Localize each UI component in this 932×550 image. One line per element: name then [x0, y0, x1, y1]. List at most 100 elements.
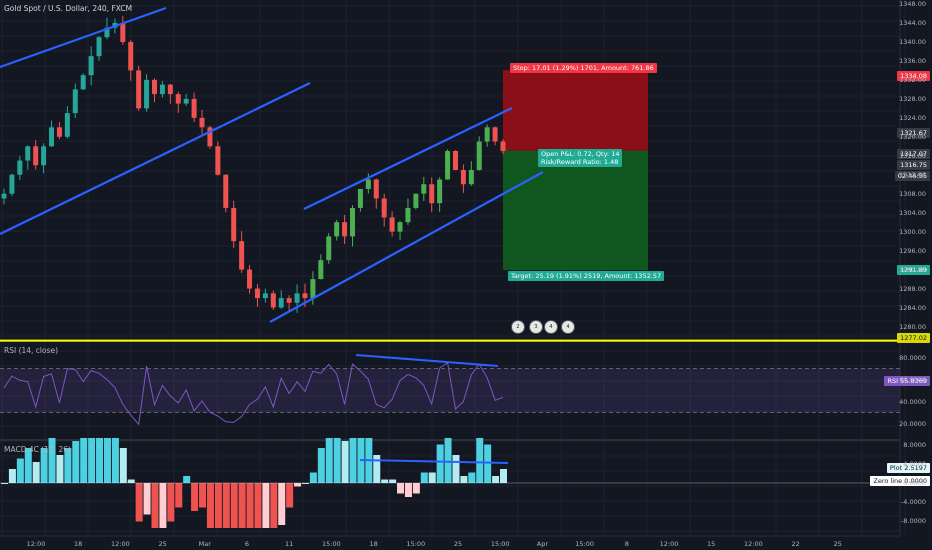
macd-bar	[183, 476, 191, 483]
rsi-axis-tick: 20.0000	[899, 419, 926, 428]
candle-body	[405, 207, 411, 223]
candle-body	[357, 188, 363, 208]
macd-bar	[8, 469, 16, 483]
candle-body	[72, 89, 78, 114]
candle-body	[302, 293, 308, 299]
macd-bar	[349, 438, 357, 483]
time-axis-tick: 25	[833, 540, 842, 548]
candle-body	[64, 113, 70, 137]
candle-body	[468, 170, 474, 185]
price-tag-level: 1277.02	[897, 333, 930, 343]
candle-body	[500, 141, 506, 152]
candle-body	[223, 174, 229, 208]
price-axis-tick: 1344.00	[899, 18, 926, 27]
candle-body	[254, 288, 260, 299]
price-axis-tick: 1300.00	[899, 227, 926, 236]
price-axis-tick: 1280.00	[899, 322, 926, 331]
event-flag-1[interactable]: 2	[511, 320, 525, 334]
rsi-axis-tick: 60.0000	[899, 375, 926, 384]
stop-label[interactable]: Stop: 17.01 (1.29%) 1701, Amount: 761.86	[510, 63, 657, 73]
price-axis-tick: 1324.00	[899, 113, 926, 122]
macd-bar	[199, 483, 207, 508]
macd-bar	[64, 448, 72, 483]
time-axis-tick: 12:00	[26, 540, 46, 548]
candle-body	[175, 94, 181, 104]
candle-body	[326, 236, 332, 261]
candle-body	[429, 184, 435, 204]
candle-body	[136, 70, 142, 109]
macd-bar	[404, 483, 412, 497]
rsi-axis-tick: 80.0000	[899, 353, 926, 362]
time-axis-tick: 25	[453, 540, 463, 548]
time-axis-tick: 18	[74, 540, 83, 548]
open-pnl-text: Open P&L: 0.72, Qty: 14	[541, 150, 620, 158]
time-axis-tick: 8	[624, 540, 629, 548]
time-axis-tick: Apr	[536, 540, 549, 548]
rsi-axis-tick: 40.0000	[899, 397, 926, 406]
macd-bar	[135, 483, 143, 522]
candle-body	[49, 127, 55, 147]
candle-body	[270, 293, 276, 308]
candle-body	[199, 117, 205, 128]
time-axis-tick: 15:00	[575, 540, 594, 548]
candle-body	[33, 146, 39, 166]
macd-bar	[500, 469, 507, 483]
macd-bar	[444, 438, 452, 483]
trend-line	[269, 171, 544, 323]
trend-line	[303, 107, 513, 210]
time-axis-tick: 15:00	[322, 540, 341, 548]
candle-body	[167, 84, 173, 95]
macd-bar	[278, 483, 286, 525]
time-axis-tick: 12:00	[744, 540, 763, 548]
macd-bar	[317, 448, 325, 483]
rsi-line	[3, 361, 504, 426]
macd-bar	[222, 483, 230, 528]
candle-body	[445, 151, 451, 180]
macd-bar	[325, 438, 333, 483]
candle-body	[342, 222, 348, 237]
candle-body	[492, 127, 498, 142]
pnl-label[interactable]: Open P&L: 0.72, Qty: 14 Risk/Reward Rati…	[538, 149, 623, 167]
event-flag-4[interactable]: 4	[561, 320, 575, 334]
risk-reward-text: Risk/Reward Ratio: 1.48	[541, 158, 619, 166]
candle-body	[80, 75, 86, 90]
price-axis-tick: 1336.00	[899, 56, 926, 65]
candle-body	[334, 222, 340, 237]
candle-body	[389, 217, 395, 232]
candle-body	[144, 79, 150, 109]
price-axis-tick: 1296.00	[899, 246, 926, 255]
macd-zero-value: 0.0000	[904, 477, 927, 485]
candle-body	[365, 179, 371, 189]
event-flag-2[interactable]: 3	[529, 320, 543, 334]
macd-bar	[397, 483, 405, 494]
macd-axis-tick: 4.0000	[903, 459, 926, 468]
macd-bar	[381, 479, 389, 483]
macd-bar	[468, 472, 476, 483]
price-axis-tick: 1340.00	[899, 37, 926, 46]
price-axis-tick: 1332.00	[899, 75, 926, 84]
price-axis-tick: 1288.00	[899, 284, 926, 293]
macd-bar	[175, 483, 183, 508]
candle-body	[247, 269, 253, 289]
time-axis-tick: 12:00	[659, 540, 679, 548]
target-label[interactable]: Target: 25.19 (1.91%) 2519, Amount: 1352…	[508, 271, 665, 281]
macd-bar	[167, 483, 175, 522]
time-axis-tick: 15	[707, 540, 716, 548]
candle-body	[421, 184, 427, 194]
macd-bar	[127, 479, 135, 483]
macd-bar	[80, 438, 88, 483]
candle-body	[9, 174, 15, 194]
candle-body	[128, 41, 134, 71]
time-axis-tick: 18	[369, 540, 378, 548]
price-tag-last: 1316.75	[897, 160, 930, 170]
price-tag-high: 1321.67	[897, 128, 930, 138]
price-tag-stop: 1334.08	[897, 71, 930, 81]
price-axis-tick: 1348.00	[899, 0, 926, 8]
macd-zero-tag: Zero line 0.0000	[870, 476, 930, 486]
macd-bar	[48, 438, 56, 483]
macd-bar	[428, 472, 436, 483]
candle-body	[207, 127, 213, 147]
event-flag-3[interactable]: 4	[544, 320, 558, 334]
price-axis-tick: 1316.00	[899, 151, 926, 160]
